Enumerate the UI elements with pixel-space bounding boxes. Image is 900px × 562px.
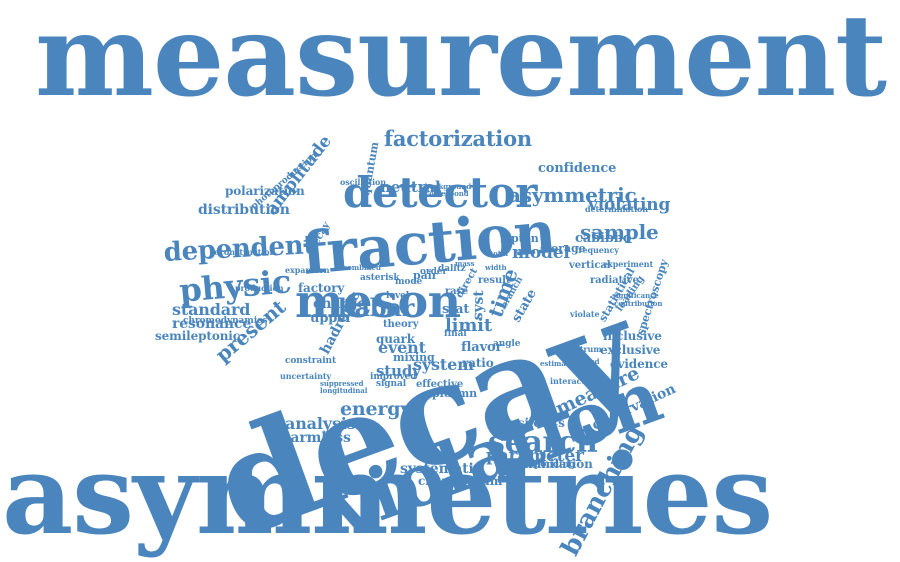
- word-violating: violating: [588, 195, 671, 215]
- word-sample: sample: [580, 220, 659, 244]
- word-oscillation: oscillation: [340, 177, 387, 187]
- word-lepton: lepton: [500, 232, 539, 245]
- word-determination: determination: [585, 204, 649, 214]
- word-event: event: [378, 338, 426, 357]
- word-meson: meson: [295, 274, 461, 328]
- word-flavor: flavor: [461, 340, 503, 355]
- word-pair: pair: [413, 269, 438, 282]
- word-neutral: neutral: [380, 178, 441, 196]
- word-inclusive: inclusive: [603, 329, 662, 343]
- word-interaction: interaction: [550, 376, 599, 386]
- word-level: level: [386, 291, 410, 301]
- word-study: study: [376, 362, 421, 380]
- word-charmonium: charmonium: [418, 474, 503, 488]
- word-parameter: parameter: [486, 446, 584, 466]
- word-suppressed: suppressed: [320, 379, 364, 388]
- word-syst: syst: [470, 290, 488, 321]
- word-mass: mass: [455, 259, 475, 268]
- word-upsilon4s: upsilon4s: [501, 416, 565, 430]
- word-analysis: analysis: [285, 414, 356, 433]
- word-expansion: expansion: [285, 265, 330, 275]
- word-factory: factory: [298, 281, 345, 295]
- word-storage: storage: [540, 242, 586, 255]
- word-experiment: experiment: [603, 259, 654, 269]
- word-babar: babar: [338, 293, 415, 322]
- word-contribution: contribution: [614, 299, 663, 308]
- word-charmless: charmless: [272, 430, 351, 446]
- word-stat: stat: [442, 302, 470, 317]
- word-spectrum: spectrum: [560, 344, 602, 354]
- word-upper: upper: [310, 311, 353, 326]
- word-theory: theory: [383, 319, 419, 330]
- word-resonance: resonance: [172, 316, 252, 332]
- word-width: width: [485, 263, 507, 272]
- word-asymmetries: asymmetries: [2, 430, 773, 559]
- word-uncertainty: uncertainty: [280, 371, 332, 381]
- word-detector: detector: [343, 168, 537, 217]
- word-annihilation: annihilation: [512, 457, 593, 471]
- word-system: system: [413, 355, 474, 374]
- word-systematic: systematic: [400, 461, 483, 477]
- word-exclusive: exclusive: [600, 343, 661, 357]
- word-factorization: factorization: [384, 126, 532, 151]
- word-standard: standard: [172, 300, 251, 319]
- word-production: production: [235, 283, 284, 293]
- word-dalitz: dalitz: [438, 264, 466, 274]
- word-background: background: [425, 182, 472, 191]
- word-search: search: [488, 425, 598, 460]
- word-energy: energy: [340, 398, 412, 420]
- word-corresponding: corresponding: [503, 460, 575, 470]
- word-estimate: estimate: [540, 359, 574, 368]
- word-limit: limit: [445, 315, 492, 336]
- word-observed: observed: [565, 357, 600, 366]
- word-radiative: radiative: [590, 275, 639, 286]
- word-polarization: polarization: [225, 184, 305, 198]
- word-final: final: [444, 329, 467, 339]
- word-rare: rare: [445, 286, 468, 297]
- word-vertical: vertical: [569, 260, 611, 271]
- word-charge: charge: [313, 296, 367, 312]
- word-constraint: constraint: [285, 356, 337, 366]
- word-mode: mode: [395, 277, 423, 287]
- word-result: result: [478, 275, 511, 286]
- word-mixing: mixing: [393, 351, 435, 364]
- word-combined: combined: [343, 263, 381, 272]
- word-total: total: [490, 249, 508, 258]
- word-measurement: measurement: [35, 0, 887, 122]
- word-violate: violate: [570, 309, 600, 319]
- word-chromodynamics: chromodynamics: [183, 316, 268, 326]
- word-frequency: frequency: [575, 245, 619, 255]
- word-significance: significance: [612, 291, 659, 300]
- word-effective: effective: [416, 379, 464, 390]
- word-asymmetric: asymmetric: [508, 183, 637, 207]
- word-angle: angle: [493, 339, 521, 349]
- word-signal: signal: [376, 379, 407, 389]
- word-cabibbo: cabibbo: [575, 231, 632, 246]
- word-quark: quark: [376, 332, 415, 346]
- word-order: order: [420, 267, 448, 277]
- word-longitudinal: longitudinal: [320, 386, 368, 395]
- word-correspond: correspond: [425, 189, 469, 198]
- word-distribution: distribution: [198, 202, 290, 218]
- word-reconstruction: reconstruction: [210, 247, 276, 257]
- word-evidence: evidence: [610, 357, 668, 371]
- word-ratio: ratio: [462, 356, 494, 370]
- word-asterisk: asterisk: [360, 273, 400, 283]
- word-confidence: confidence: [538, 161, 617, 176]
- word-plusmn: plusmn: [432, 387, 478, 400]
- word-semileptonic: semileptonic: [155, 329, 240, 343]
- word-improved: improved: [370, 372, 417, 382]
- word-model: model: [512, 243, 570, 263]
